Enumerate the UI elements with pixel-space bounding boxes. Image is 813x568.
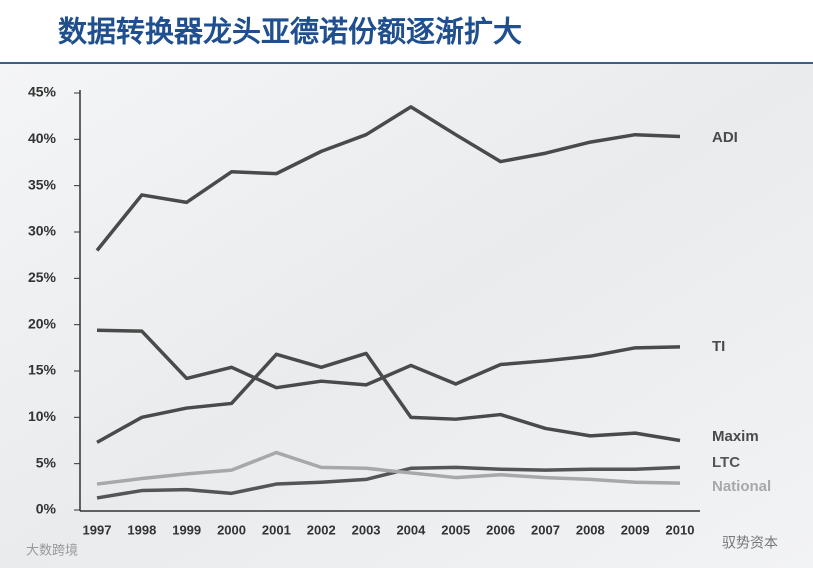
- watermark: 大数跨境: [26, 542, 78, 557]
- x-tick-label: 2006: [486, 522, 515, 537]
- x-tick-label: 1999: [172, 522, 201, 537]
- x-tick-label: 2003: [352, 522, 381, 537]
- x-tick-label: 2004: [396, 522, 426, 537]
- y-tick-label: 40%: [28, 130, 57, 146]
- x-tick-label: 2010: [666, 522, 695, 537]
- x-tick-label: 2002: [307, 522, 336, 537]
- chart-title: 数据转换器龙头亚德诺份额逐渐扩大: [58, 16, 522, 49]
- x-tick-label: 2001: [262, 522, 291, 537]
- y-tick-label: 25%: [28, 269, 57, 285]
- series-line: [95, 105, 681, 252]
- series-line: [96, 351, 681, 444]
- y-tick-label: 10%: [28, 408, 57, 424]
- y-tick-label: 5%: [36, 454, 57, 470]
- series-label: LTC: [712, 454, 740, 471]
- series-label: Maxim: [712, 428, 759, 445]
- series-line: [96, 450, 681, 486]
- y-tick-label: 0%: [36, 501, 57, 517]
- y-tick-label: 20%: [28, 315, 57, 331]
- y-tick-label: 30%: [28, 223, 57, 239]
- watermark: 驭势资本: [722, 535, 778, 551]
- y-tick-label: 35%: [28, 176, 57, 192]
- series-line: [96, 465, 681, 500]
- series-label: National: [712, 478, 771, 495]
- x-tick-label: 2007: [531, 522, 560, 537]
- series-label: TI: [712, 338, 725, 355]
- series-line: [96, 328, 681, 390]
- x-tick-label: 2009: [621, 522, 650, 537]
- x-tick-label: 2005: [441, 522, 470, 537]
- y-tick-label: 15%: [28, 362, 57, 378]
- y-tick-label: 45%: [28, 84, 57, 100]
- x-tick-label: 1998: [127, 522, 156, 537]
- x-tick-label: 1997: [83, 522, 112, 537]
- series-label: ADI: [712, 129, 738, 146]
- x-tick-label: 2000: [217, 522, 246, 537]
- x-tick-label: 2008: [576, 522, 605, 537]
